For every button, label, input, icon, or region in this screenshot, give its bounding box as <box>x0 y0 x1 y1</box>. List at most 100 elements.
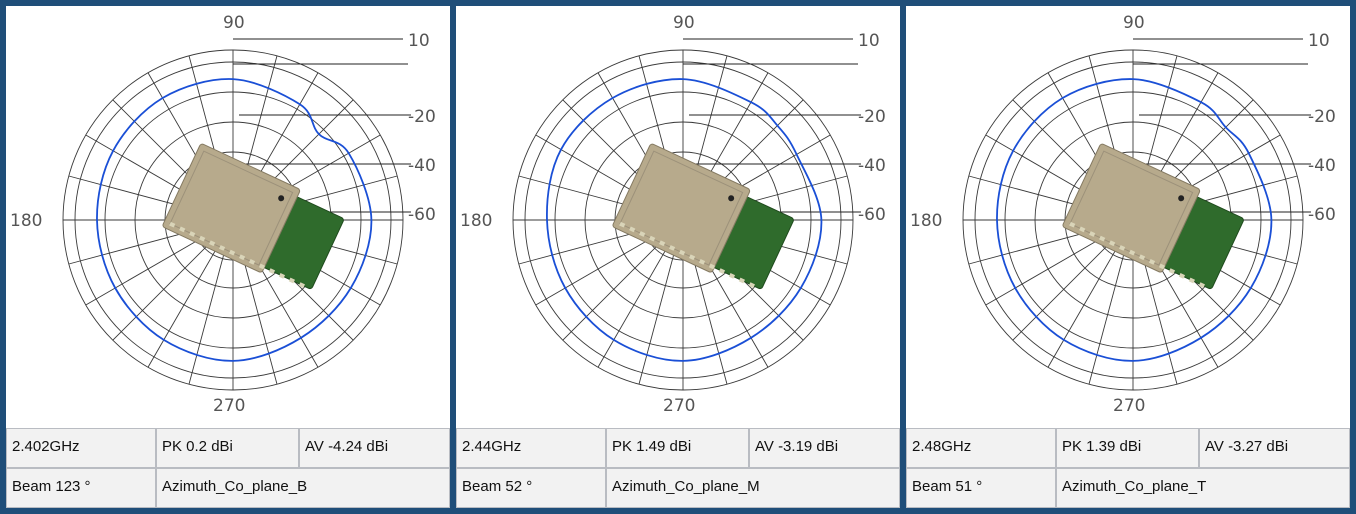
pattern-panel: 10 -20 -40 -60 90 180 270 2.44GHz PK 1.49 dBi … <box>456 6 900 508</box>
module-pad <box>199 235 206 242</box>
module-shield <box>1062 143 1201 273</box>
module-pad <box>1118 245 1126 251</box>
radial-label: -40 <box>858 156 886 176</box>
polar-chart: 10 -20 -40 -60 90 180 270 <box>10 13 436 416</box>
module-pad <box>639 231 646 237</box>
grid-spoke <box>1088 241 1128 385</box>
average-gain-cell: AV -3.19 dBi <box>749 428 900 468</box>
module-marker <box>278 195 285 202</box>
pattern-curve <box>546 78 823 362</box>
module-pad <box>228 249 236 256</box>
angle-label: 270 <box>663 396 695 416</box>
polar-chart: 10 -20 -40 -60 90 180 270 <box>460 13 886 416</box>
module-pad <box>708 263 716 270</box>
antenna-module-image <box>162 143 344 290</box>
measurement-info: 2.44GHz PK 1.49 dBi AV -3.19 dBi Beam 52… <box>456 428 900 508</box>
module-pad <box>1109 240 1116 247</box>
module-pad <box>1168 268 1176 275</box>
module-pad <box>629 226 636 233</box>
module-pad <box>728 272 736 279</box>
beam-cell: Beam 51 ° <box>906 468 1056 508</box>
module-pad <box>1158 263 1166 270</box>
pattern-curve <box>996 78 1273 362</box>
grid-spoke <box>985 230 1115 306</box>
module-pad <box>649 235 656 242</box>
module-pad <box>688 254 696 261</box>
module-pad <box>1128 249 1136 256</box>
module-pad <box>278 272 286 279</box>
polar-plot: 10 -20 -40 -60 90 180 270 <box>906 6 1350 426</box>
module-shield <box>612 143 751 273</box>
module-pad <box>738 277 746 284</box>
module-pad <box>659 240 666 247</box>
frequency-cell: 2.402GHz <box>6 428 156 468</box>
angle-label: 180 <box>460 211 492 231</box>
antenna-module-image <box>612 143 794 290</box>
grid-spoke <box>638 241 678 385</box>
module-pad <box>238 254 246 261</box>
module-pad <box>248 259 256 265</box>
module-pad <box>668 245 676 251</box>
angle-label: 270 <box>213 396 245 416</box>
grid-spoke <box>85 230 215 306</box>
radial-label: -60 <box>858 205 886 225</box>
angle-label: 270 <box>1113 396 1145 416</box>
radial-label: 10 <box>408 31 430 51</box>
angle-label: 90 <box>223 13 245 33</box>
module-shield-edge <box>169 150 294 266</box>
angle-label: 90 <box>673 13 695 33</box>
module-pad <box>258 263 266 270</box>
radial-label: -20 <box>408 107 436 127</box>
beam-cell: Beam 123 ° <box>6 468 156 508</box>
polar-plot: 10 -20 -40 -60 90 180 270 <box>6 6 450 426</box>
module-marker <box>1178 195 1185 202</box>
module-pad <box>718 268 726 275</box>
module-pad <box>1138 254 1146 261</box>
pattern-panel: 10 -20 -40 -60 90 180 270 2.402GHz PK 0.2 dBi … <box>6 6 450 508</box>
pattern-panel: 10 -20 -40 -60 90 180 270 2.48GHz PK 1.39 dBi … <box>906 6 1350 508</box>
module-pad <box>218 245 226 251</box>
frequency-cell: 2.44GHz <box>456 428 606 468</box>
radial-label: 10 <box>1308 31 1330 51</box>
radial-label: -60 <box>408 205 436 225</box>
plane-cell: Azimuth_Co_plane_M <box>606 468 900 508</box>
module-pad <box>298 282 305 288</box>
radial-label: 10 <box>858 31 880 51</box>
module-pad <box>1089 231 1096 237</box>
antenna-module-image <box>1062 143 1244 290</box>
radial-label: -60 <box>1308 205 1336 225</box>
grid-spoke <box>535 230 665 306</box>
module-pad <box>698 259 706 265</box>
module-pad <box>678 249 686 256</box>
module-pad <box>179 226 186 233</box>
average-gain-cell: AV -3.27 dBi <box>1199 428 1350 468</box>
pattern-curve <box>96 78 373 362</box>
module-pad <box>619 221 626 228</box>
module-pad <box>1178 272 1186 279</box>
module-pad <box>169 221 176 228</box>
module-marker <box>728 195 735 202</box>
module-pad <box>288 277 296 284</box>
module-pad <box>1069 221 1076 228</box>
module-shield-edge <box>619 150 744 266</box>
module-pad <box>1188 277 1196 284</box>
angle-label: 180 <box>910 211 942 231</box>
module-pad <box>1079 226 1086 233</box>
radial-label: -40 <box>408 156 436 176</box>
grid-spoke <box>1047 238 1123 368</box>
module-pad <box>1148 259 1156 265</box>
module-pad <box>189 231 196 237</box>
peak-gain-cell: PK 1.49 dBi <box>606 428 749 468</box>
module-pad <box>1099 235 1106 242</box>
radial-label: -20 <box>858 107 886 127</box>
module-shield <box>162 143 301 273</box>
radial-label: -20 <box>1308 107 1336 127</box>
module-pad <box>748 282 755 288</box>
grid-spoke <box>147 238 223 368</box>
angle-label: 180 <box>10 211 42 231</box>
frequency-cell: 2.48GHz <box>906 428 1056 468</box>
polar-plot: 10 -20 -40 -60 90 180 270 <box>456 6 900 426</box>
measurement-info: 2.48GHz PK 1.39 dBi AV -3.27 dBi Beam 51… <box>906 428 1350 508</box>
peak-gain-cell: PK 1.39 dBi <box>1056 428 1199 468</box>
module-pad <box>1198 282 1205 288</box>
